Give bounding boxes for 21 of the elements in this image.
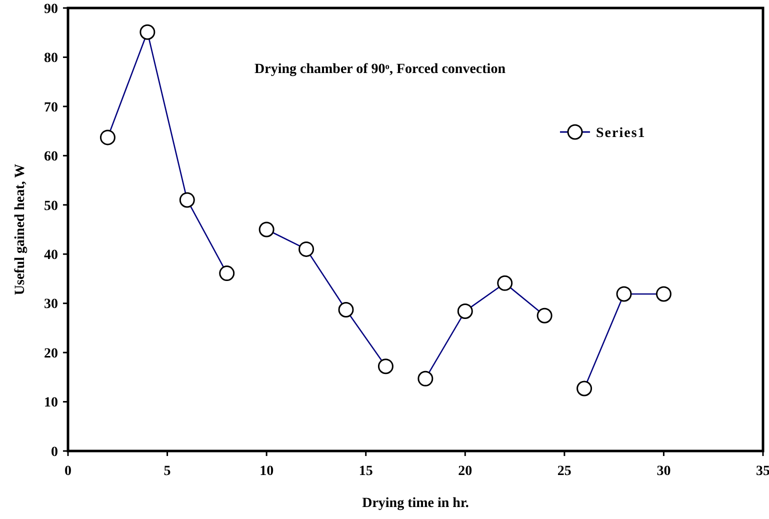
y-tick-label: 40	[44, 248, 58, 264]
y-axis-title: Useful gained heat, W	[13, 164, 28, 296]
x-tick-label: 20	[458, 464, 472, 479]
x-tick-label: 5	[164, 464, 171, 479]
y-tick-label: 50	[44, 198, 58, 214]
y-tick-label: 30	[44, 297, 58, 312]
x-tick-label: 30	[656, 464, 671, 479]
x-tick-label: 0	[64, 464, 72, 479]
y-tick-label: 20	[44, 346, 58, 362]
x-axis-title: Drying time in hr.	[362, 496, 469, 511]
x-tick-label: 25	[557, 464, 572, 479]
legend-label: Series1	[596, 126, 646, 141]
x-tick-label: 10	[260, 464, 274, 479]
y-tick-label: 0	[51, 444, 58, 460]
y-tick-label: 80	[44, 51, 58, 66]
y-tick-label: 70	[44, 100, 58, 116]
x-tick-label: 15	[358, 464, 373, 479]
y-tick-label: 90	[44, 2, 58, 17]
text: Drying chamber of 90$^{o}$, Forced convection	[254, 62, 506, 77]
y-tick-label: 10	[44, 396, 58, 411]
y-tick-label: 60	[44, 150, 58, 165]
